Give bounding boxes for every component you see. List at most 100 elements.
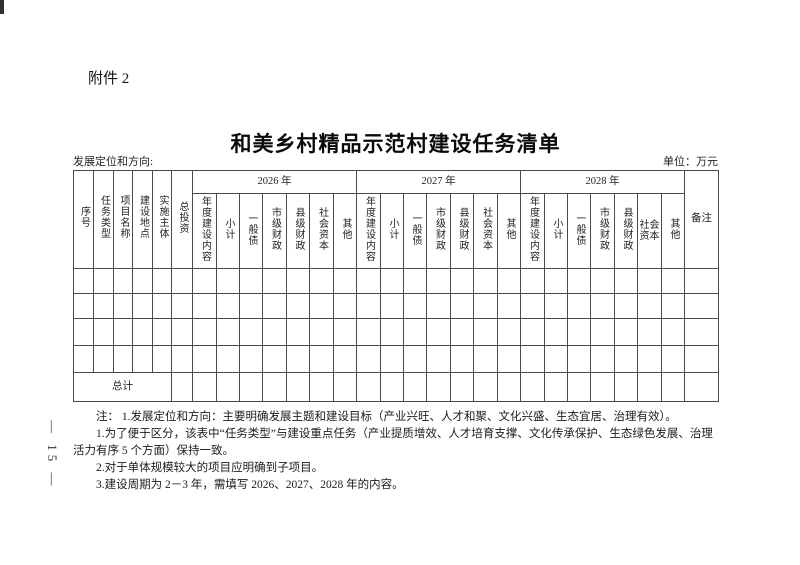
year-group-2028: 2028 年 (520, 170, 686, 194)
table-cell (544, 372, 569, 402)
note-line-1: 注： 1.发展定位和方向：主要明确发展主题和建设目标（产业兴旺、人才和聚、文化兴… (96, 411, 677, 423)
table-cell (309, 372, 334, 402)
table-cell (661, 345, 686, 373)
sub-col-2028-subtotal: 小计 (544, 193, 569, 269)
table-cell (262, 318, 287, 346)
table-cell (192, 345, 217, 373)
table-cell (192, 268, 217, 294)
table-cell (637, 318, 663, 346)
table-cell (309, 268, 334, 294)
table-row-empty-3 (73, 318, 720, 346)
table-cell (567, 268, 592, 294)
sub-col-2027-general-bond: 一般债 (403, 193, 428, 269)
table-cell (93, 293, 114, 319)
table-cell (544, 293, 569, 319)
sub-col-2026-general-bond: 一般债 (239, 193, 263, 269)
sub-col-label: 其他 (504, 218, 516, 241)
col-header-seq-label: 序号 (78, 206, 90, 229)
col-header-project-name-label: 项目名称 (118, 195, 129, 240)
notes: 注： 1.发展定位和方向：主要明确发展主题和建设目标（产业兴旺、人才和聚、文化兴… (73, 409, 721, 494)
table-cell (262, 293, 287, 319)
table-cell (614, 268, 639, 294)
table-cell (614, 318, 639, 346)
year-group-2027: 2027 年 (356, 170, 522, 194)
table-cell (450, 293, 475, 319)
table-cell (614, 293, 639, 319)
table-cell (356, 293, 382, 319)
table-cell (239, 293, 263, 319)
table-cell (473, 345, 499, 373)
table-cell (356, 345, 382, 373)
note-line-2: 1.为了便于区分，该表中“任务类型”与建设重点任务（产业提质增效、人才培育支撑、… (73, 428, 713, 457)
table-cell (309, 318, 334, 346)
table-cell (473, 372, 499, 402)
table-cell (380, 268, 405, 294)
table-cell (520, 268, 546, 294)
sub-col-2027-annual-content: 年度建设内容 (356, 193, 382, 269)
table-cell (637, 293, 663, 319)
table-cell (567, 345, 592, 373)
table-cell (216, 293, 240, 319)
sub-col-label: 市级财政 (269, 207, 281, 252)
table-cell (332, 372, 358, 402)
sub-col-2027-city-finance: 市级财政 (426, 193, 452, 269)
page-title: 和美乡村精品示范村建设任务清单 (230, 133, 561, 156)
sub-col-label: 社会资本 (316, 207, 328, 252)
table-cell (590, 372, 616, 402)
table-cell (216, 372, 240, 402)
table-cell (661, 318, 686, 346)
sub-col-label: 年度建设内容 (527, 196, 539, 263)
total-row-label: 总计 (73, 372, 172, 402)
table-cell (684, 345, 720, 373)
table-cell (192, 293, 217, 319)
table-cell (403, 345, 428, 373)
table-cell (684, 372, 720, 402)
header-row-years: 序号 任务类型 项目名称 建设地点 实施主体 总投资 2026 年 2027 年… (73, 170, 720, 269)
table-cell (403, 318, 428, 346)
sub-col-label: 一般债 (410, 212, 422, 246)
table-cell (239, 318, 263, 346)
table-cell (332, 318, 358, 346)
table-cell (132, 318, 153, 346)
sub-col-2028-county-finance: 县级财政 (614, 193, 639, 269)
sub-col-2028-general-bond: 一般债 (567, 193, 592, 269)
sub-col-2027-subtotal: 小计 (380, 193, 405, 269)
col-header-implementer: 实施主体 (152, 170, 172, 269)
table-row-empty-1 (73, 268, 720, 294)
scan-corner-mark (0, 0, 4, 14)
sub-col-label: 其他 (340, 218, 351, 241)
table-cell (403, 372, 428, 402)
table-cell (239, 372, 263, 402)
table-cell (426, 268, 452, 294)
table-cell (286, 293, 310, 319)
table-cell (450, 372, 475, 402)
table-cell (637, 268, 663, 294)
sub-col-label: 一般债 (246, 212, 257, 246)
sub-col-2026-annual-content: 年度建设内容 (192, 193, 217, 269)
table-cell (684, 268, 720, 294)
sub-col-label: 年度建设内容 (199, 196, 211, 263)
sub-col-label: 社会资本 (639, 219, 660, 243)
total-row: 总计 (73, 372, 720, 402)
table-row-empty-2 (73, 293, 720, 319)
development-direction-label: 发展定位和方向: (73, 156, 154, 168)
table-cell (567, 372, 592, 402)
sub-col-2028-city-finance: 市级财政 (590, 193, 616, 269)
sub-col-label: 小计 (223, 218, 234, 241)
note-line-3: 2.对于单体规模较大的项目应明确到子项目。 (96, 462, 324, 474)
table-cell (403, 268, 428, 294)
table-cell (380, 318, 405, 346)
col-header-seq: 序号 (73, 170, 94, 269)
table-cell (590, 318, 616, 346)
table-cell (286, 268, 310, 294)
table-cell (286, 372, 310, 402)
sub-col-label: 小计 (387, 218, 399, 241)
table-cell (171, 293, 193, 319)
table-cell (356, 268, 382, 294)
table-cell (216, 318, 240, 346)
note-line-4: 3.建设周期为 2－3 年，需填写 2026、2027、2028 年的内容。 (96, 479, 404, 491)
table-cell (132, 268, 153, 294)
table-cell (152, 268, 172, 294)
table-cell (567, 293, 592, 319)
sub-col-label: 市级财政 (433, 207, 445, 252)
